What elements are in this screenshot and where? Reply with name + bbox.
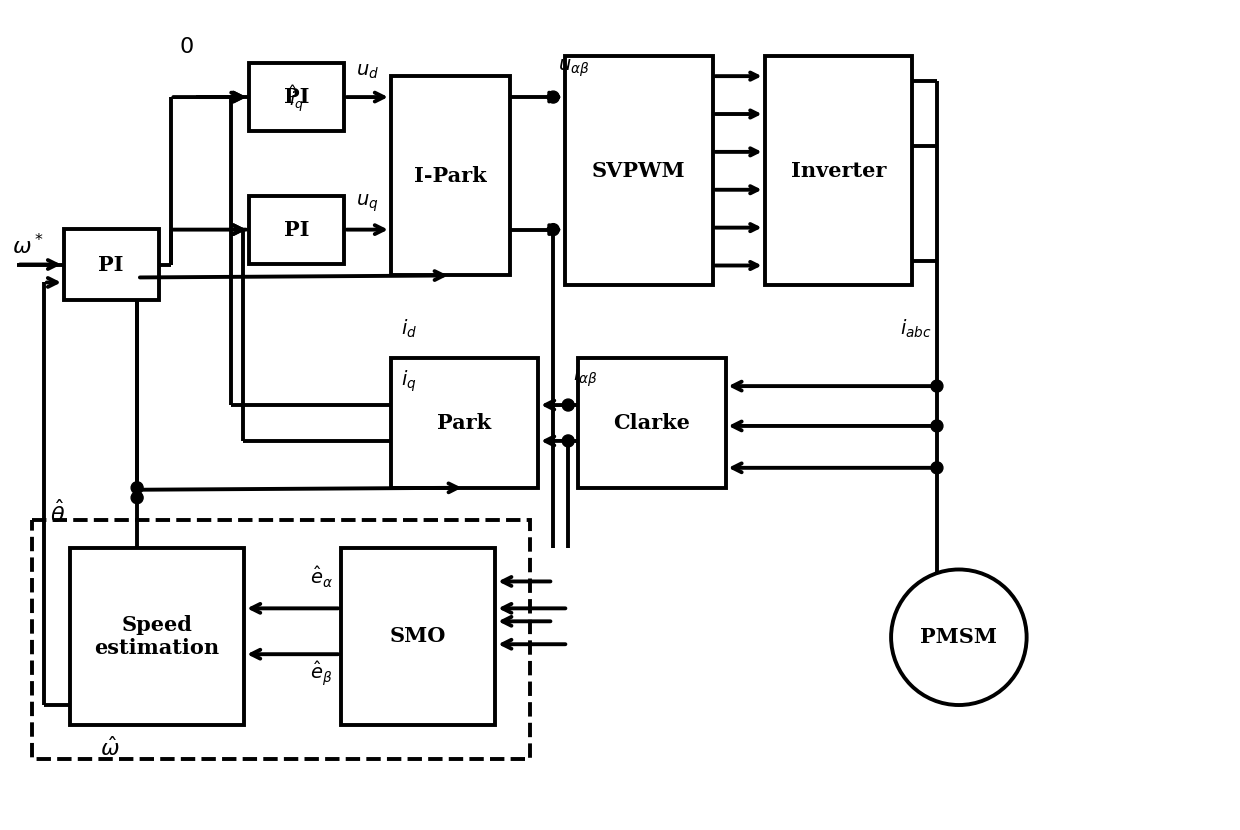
Text: $\omega^*$: $\omega^*$ — [12, 234, 45, 259]
Circle shape — [131, 491, 143, 504]
Circle shape — [892, 569, 1027, 705]
Text: SMO: SMO — [391, 627, 446, 647]
Circle shape — [547, 223, 559, 236]
FancyBboxPatch shape — [391, 359, 538, 488]
Text: $\hat{e}_\alpha$: $\hat{e}_\alpha$ — [310, 565, 334, 590]
Circle shape — [562, 399, 574, 411]
Circle shape — [562, 435, 574, 447]
FancyBboxPatch shape — [565, 56, 713, 286]
Text: Speed
estimation: Speed estimation — [94, 615, 219, 658]
Text: $u_q$: $u_q$ — [356, 193, 378, 213]
Text: $i_{abc}$: $i_{abc}$ — [900, 318, 932, 340]
FancyBboxPatch shape — [69, 548, 244, 725]
FancyBboxPatch shape — [341, 548, 496, 725]
Text: PI: PI — [284, 87, 309, 107]
Text: $\hat{i}_q$: $\hat{i}_q$ — [289, 83, 304, 114]
Text: $\hat{e}_\beta$: $\hat{e}_\beta$ — [310, 659, 334, 687]
FancyBboxPatch shape — [64, 228, 159, 300]
FancyBboxPatch shape — [249, 63, 343, 131]
Text: Park: Park — [438, 413, 491, 433]
Circle shape — [931, 420, 942, 432]
Text: $\hat{\theta}$: $\hat{\theta}$ — [50, 500, 64, 528]
Circle shape — [931, 380, 942, 392]
FancyBboxPatch shape — [249, 196, 343, 263]
Text: $i_q$: $i_q$ — [401, 369, 417, 393]
Text: PMSM: PMSM — [920, 627, 997, 647]
Circle shape — [131, 481, 143, 494]
Text: I-Park: I-Park — [414, 166, 487, 186]
Text: SVPWM: SVPWM — [593, 161, 686, 181]
FancyBboxPatch shape — [391, 76, 511, 276]
Text: Clarke: Clarke — [614, 413, 691, 433]
Text: $u_d$: $u_d$ — [356, 63, 379, 81]
Circle shape — [931, 461, 942, 474]
Text: Inverter: Inverter — [791, 161, 885, 181]
Circle shape — [547, 91, 559, 103]
Text: $i_d$: $i_d$ — [401, 318, 417, 340]
FancyBboxPatch shape — [578, 359, 725, 488]
Text: $0$: $0$ — [179, 37, 193, 58]
FancyBboxPatch shape — [765, 56, 911, 286]
Text: $i_{\alpha\beta}$: $i_{\alpha\beta}$ — [573, 364, 598, 389]
Text: $\hat{\omega}$: $\hat{\omega}$ — [99, 737, 119, 761]
Text: PI: PI — [98, 255, 124, 275]
Text: $u_{\alpha\beta}$: $u_{\alpha\beta}$ — [558, 57, 590, 79]
Text: PI: PI — [284, 220, 309, 240]
